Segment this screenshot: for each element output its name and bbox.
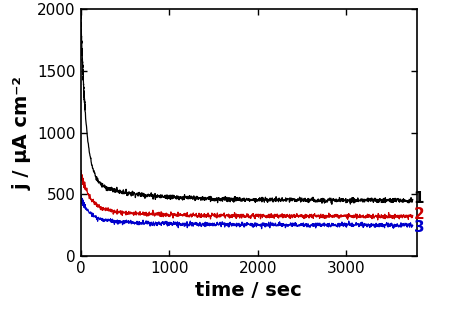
Text: 2: 2 bbox=[414, 207, 424, 222]
Text: 1: 1 bbox=[414, 191, 424, 206]
Y-axis label: j / μA cm⁻²: j / μA cm⁻² bbox=[13, 76, 32, 189]
X-axis label: time / sec: time / sec bbox=[195, 281, 302, 300]
Text: 3: 3 bbox=[414, 220, 424, 235]
